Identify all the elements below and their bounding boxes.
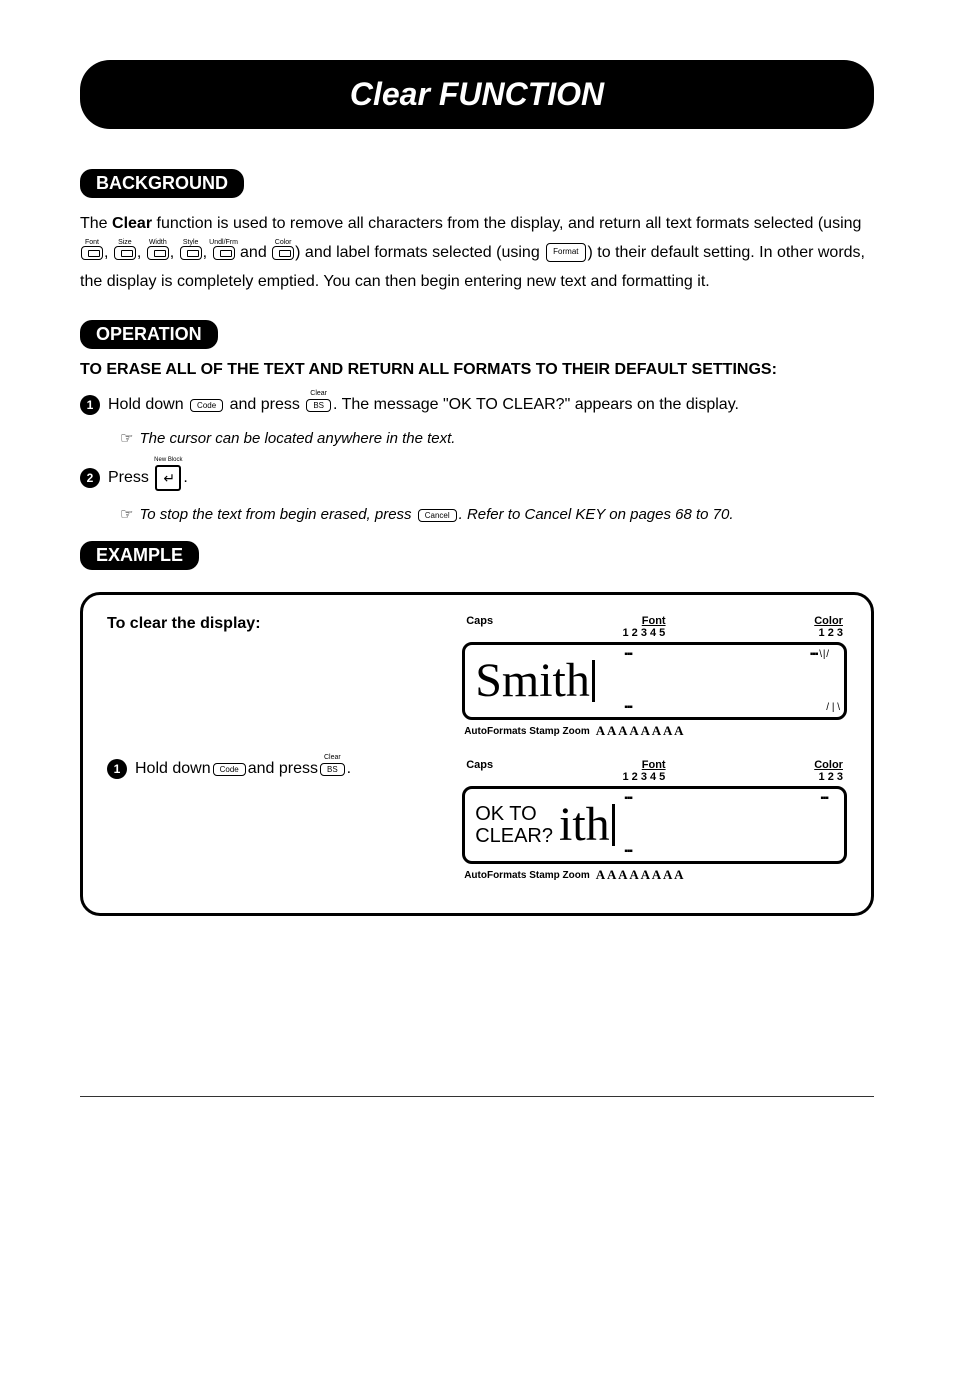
lcd-font: Font: [642, 615, 666, 627]
lcd-footer-text: AutoFormats Stamp Zoom: [464, 726, 590, 737]
text: and press: [225, 396, 304, 413]
cursor-icon: [612, 804, 615, 846]
example-row: To clear the display: Caps Font Color 1 …: [107, 615, 847, 739]
key-top-label: Clear: [310, 390, 327, 397]
width-key-icon: Width: [147, 246, 169, 260]
lcd-msg-line: OK TO: [475, 803, 553, 825]
code-key-icon: Code: [190, 399, 223, 412]
example-box: To clear the display: Caps Font Color 1 …: [80, 592, 874, 916]
key-top-label: Clear: [324, 754, 341, 761]
note-text: The cursor can be located anywhere in th…: [139, 430, 455, 447]
background-label: BACKGROUND: [80, 169, 244, 198]
text: The: [80, 215, 112, 232]
undl-key-icon: Undl/Frm: [213, 246, 235, 260]
lcd-footer: AutoFormats Stamp Zoom A A A A A A A A: [462, 867, 847, 883]
lcd-text: ith: [559, 801, 610, 849]
key-label: BS: [313, 401, 324, 410]
text: Hold down: [135, 760, 211, 778]
text: Hold down: [108, 396, 188, 413]
example-instruction: 1 Hold down Code and press ClearBS .: [107, 759, 462, 779]
page-title: Clear FUNCTION: [80, 60, 874, 129]
note-1: ☞ The cursor can be located anywhere in t…: [120, 429, 874, 447]
key-label: Width: [149, 237, 167, 250]
lcd-color-nums: 1 2 3: [819, 771, 843, 783]
lcd-footer: AutoFormats Stamp Zoom A A A A A A A A: [462, 723, 847, 739]
lcd-header: Caps Font Color: [462, 615, 847, 627]
lcd-display: Caps Font Color 1 2 3 4 5 1 2 3 ▪▪▪ ▪▪▪ …: [462, 759, 847, 883]
operation-subheading: TO ERASE ALL OF THE TEXT AND RETURN ALL …: [80, 361, 874, 379]
lcd-screen: ▪▪▪ ▪▪▪ \ | / ▪▪▪ / | \ Smith: [462, 642, 847, 720]
operation-label: OPERATION: [80, 320, 218, 349]
note-2: ☞ To stop the text from begin erased, pre…: [120, 505, 874, 523]
text: Press: [108, 470, 153, 487]
text: .: [347, 760, 351, 778]
key-label: Color: [275, 237, 292, 250]
key-label: Undl/Frm: [209, 237, 238, 250]
color-key-icon: Color: [272, 246, 294, 260]
hand-icon: ☞: [120, 429, 133, 447]
key-label: Size: [118, 237, 132, 250]
text: .: [183, 470, 187, 487]
lcd-text: Smith: [475, 657, 590, 705]
lcd-color: Color: [814, 615, 843, 627]
key-top-label: New Block: [154, 457, 182, 463]
lcd-caps: Caps: [466, 615, 493, 627]
lcd-footer-text: AutoFormats Stamp Zoom: [464, 870, 590, 881]
style-key-icon: Style: [180, 246, 202, 260]
bs-key-icon: ClearBS: [306, 399, 331, 412]
lcd-color-nums: 1 2 3: [819, 627, 843, 639]
lcd-nums: 1 2 3 4 5 1 2 3: [462, 771, 847, 783]
key-label: Font: [85, 237, 99, 250]
hand-icon: ☞: [120, 505, 133, 523]
example-label: EXAMPLE: [80, 541, 199, 570]
indicator-icon: ▪▪▪: [624, 702, 632, 713]
bs-key-icon: ClearBS: [320, 763, 345, 776]
enter-key-icon: New Block: [155, 465, 181, 491]
lcd-message: OK TO CLEAR?: [475, 803, 553, 847]
clear-word: Clear: [112, 215, 152, 232]
code-key-icon: Code: [213, 763, 246, 776]
note-text: To stop the text from begin erased, pres…: [139, 506, 415, 523]
lcd-font-nums: 1 2 3 4 5: [622, 627, 665, 639]
lcd-font-nums: 1 2 3 4 5: [622, 771, 665, 783]
step-number-icon: 2: [80, 468, 100, 488]
lcd-screen: ▪▪▪ ▪▪▪ ▪▪▪ OK TO CLEAR? ith: [462, 786, 847, 864]
step-number-icon: 1: [80, 395, 100, 415]
cursor-icon: [592, 660, 595, 702]
indicator-icon: ▪▪▪: [624, 649, 632, 660]
example-row: 1 Hold down Code and press ClearBS . Cap…: [107, 759, 847, 883]
step-number-icon: 1: [107, 759, 127, 779]
text: function is used to remove all character…: [152, 215, 861, 232]
cancel-key-icon: Cancel: [418, 509, 457, 522]
indicator-icon: / | \: [826, 702, 840, 713]
step-1: 1 Hold down Code and press ClearBS. The …: [80, 395, 874, 415]
lcd-font: Font: [642, 759, 666, 771]
lcd-aa-row: A A A A A A A A: [596, 867, 684, 883]
background-text: The Clear function is used to remove all…: [80, 210, 874, 296]
text: ) and label formats selected (using: [295, 244, 544, 261]
lcd-display: Caps Font Color 1 2 3 4 5 1 2 3 ▪▪▪ ▪▪▪ …: [462, 615, 847, 739]
format-key-icon: Format: [546, 243, 585, 261]
lcd-header: Caps Font Color: [462, 759, 847, 771]
indicator-icon: ▪▪▪: [624, 846, 632, 857]
footer-divider: [80, 1096, 874, 1097]
indicator-icon: ▪▪▪ \ | /: [810, 649, 828, 660]
key-label: Style: [183, 237, 199, 250]
lcd-aa-row: A A A A A A A A: [596, 723, 684, 739]
lcd-caps: Caps: [466, 759, 493, 771]
example-instruction: To clear the display:: [107, 615, 462, 633]
lcd-color: Color: [814, 759, 843, 771]
indicator-icon: ▪▪▪: [820, 793, 828, 804]
text: . The message "OK TO CLEAR?" appears on …: [333, 396, 739, 413]
step-2: 2 Press New Block.: [80, 465, 874, 491]
size-key-icon: Size: [114, 246, 136, 260]
indicator-icon: ▪▪▪: [624, 793, 632, 804]
key-label: BS: [327, 765, 338, 774]
text: and: [240, 244, 271, 261]
lcd-nums: 1 2 3 4 5 1 2 3: [462, 627, 847, 639]
lcd-msg-line: CLEAR?: [475, 825, 553, 847]
text: and press: [248, 760, 318, 778]
note-text: . Refer to Cancel KEY on pages 68 to 70.: [459, 506, 734, 523]
font-key-icon: Font: [81, 246, 103, 260]
